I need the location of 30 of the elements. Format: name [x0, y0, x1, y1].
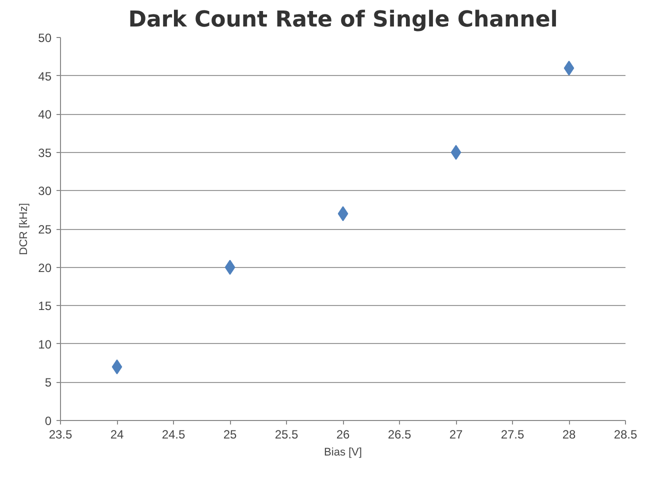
- point: [224, 260, 236, 275]
- y-tick-label: 20: [38, 260, 52, 275]
- x-tick-label: 28.5: [614, 428, 638, 442]
- point: [112, 359, 122, 374]
- point: [338, 206, 348, 222]
- x-tick-label: 25.5: [274, 428, 299, 442]
- x-tick-label: 24: [110, 428, 124, 442]
- y-tick-label: 50: [38, 31, 52, 45]
- y-tick-label: 10: [38, 337, 52, 352]
- y-tick-label: 0: [44, 414, 52, 428]
- y-tick-label: 5: [44, 376, 52, 390]
- y-tick-label: 40: [38, 108, 52, 122]
- y-tick-label: 30: [38, 184, 52, 198]
- x-tick-label: 27.5: [500, 428, 525, 442]
- chart-title: Dark Count Rate of Single Channel: [128, 8, 558, 32]
- x-tick-label: 26: [336, 428, 350, 442]
- y-tick-label: 15: [38, 299, 52, 314]
- x-tick-label: 24.5: [162, 428, 186, 442]
- x-axis-title: Bias [V]: [324, 446, 362, 458]
- y-tick-label: 35: [38, 146, 52, 160]
- x-tick-label: 27: [449, 428, 463, 442]
- x-tick-label: 28: [562, 428, 576, 442]
- x-tick-label: 26.5: [388, 428, 412, 442]
- x-tick-label: 23.5: [48, 428, 73, 442]
- point: [450, 144, 462, 160]
- point: [564, 60, 574, 76]
- y-axis-title: DCR [kHz]: [18, 203, 30, 255]
- x-tick-label: 25: [223, 428, 237, 442]
- y-tick-label: 25: [38, 222, 52, 236]
- y-tick-label: 45: [38, 69, 52, 84]
